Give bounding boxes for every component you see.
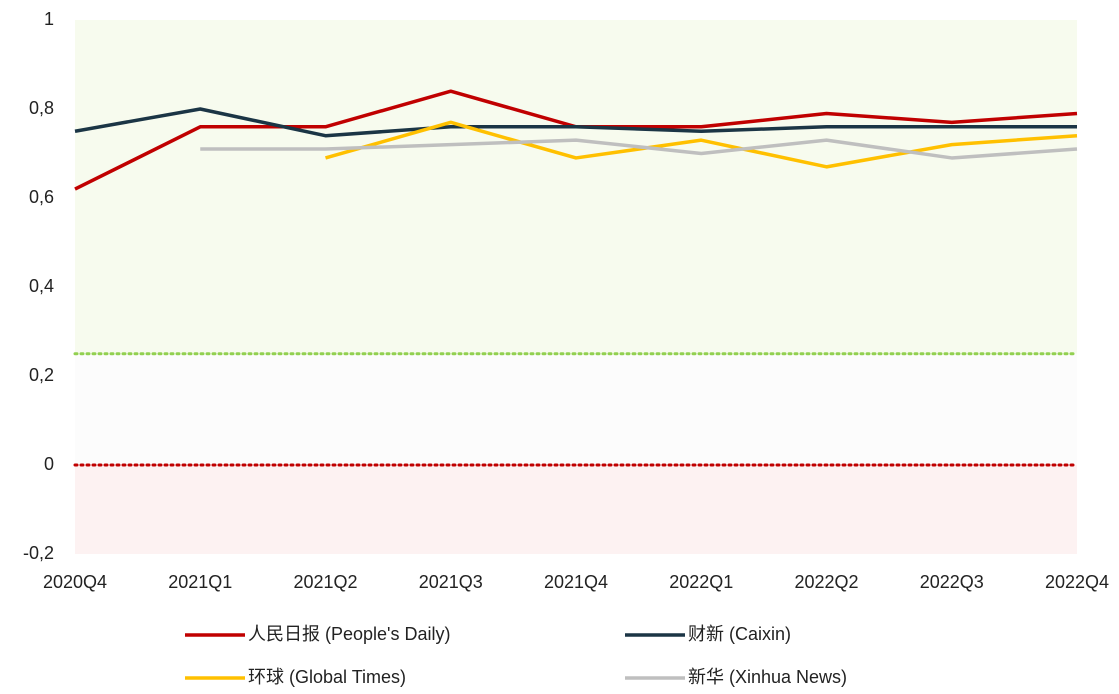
y-tick-label: 0,6 [29,187,54,207]
series-line [325,120,1078,169]
series-line [74,107,1077,138]
y-tick-label: -0,2 [23,543,54,563]
legend-label: 财新 (Caixin) [688,624,791,644]
x-tick-label: 2022Q2 [794,572,858,592]
legend-label: 人民日报 (People's Daily) [248,624,450,644]
legend-label: 新华 (Xinhua News) [688,667,847,687]
x-tick-label: 2022Q4 [1045,572,1109,592]
x-tick-label: 2021Q4 [544,572,608,592]
y-tick-label: 0,2 [29,365,54,385]
x-tick-label: 2022Q3 [920,572,984,592]
y-tick-label: 0 [44,454,54,474]
x-tick-label: 2020Q4 [43,572,107,592]
band [75,353,1077,465]
x-tick-label: 2021Q2 [293,572,357,592]
x-tick-label: 2021Q1 [168,572,232,592]
x-tick-label: 2021Q3 [419,572,483,592]
legend-label: 环球 (Global Times) [248,667,406,687]
y-tick-label: 0,8 [29,98,54,118]
band [75,20,1077,354]
y-tick-label: 1 [44,9,54,29]
x-tick-label: 2022Q1 [669,572,733,592]
series-line [200,138,1078,160]
y-tick-label: 0,4 [29,276,54,296]
band [75,465,1077,554]
